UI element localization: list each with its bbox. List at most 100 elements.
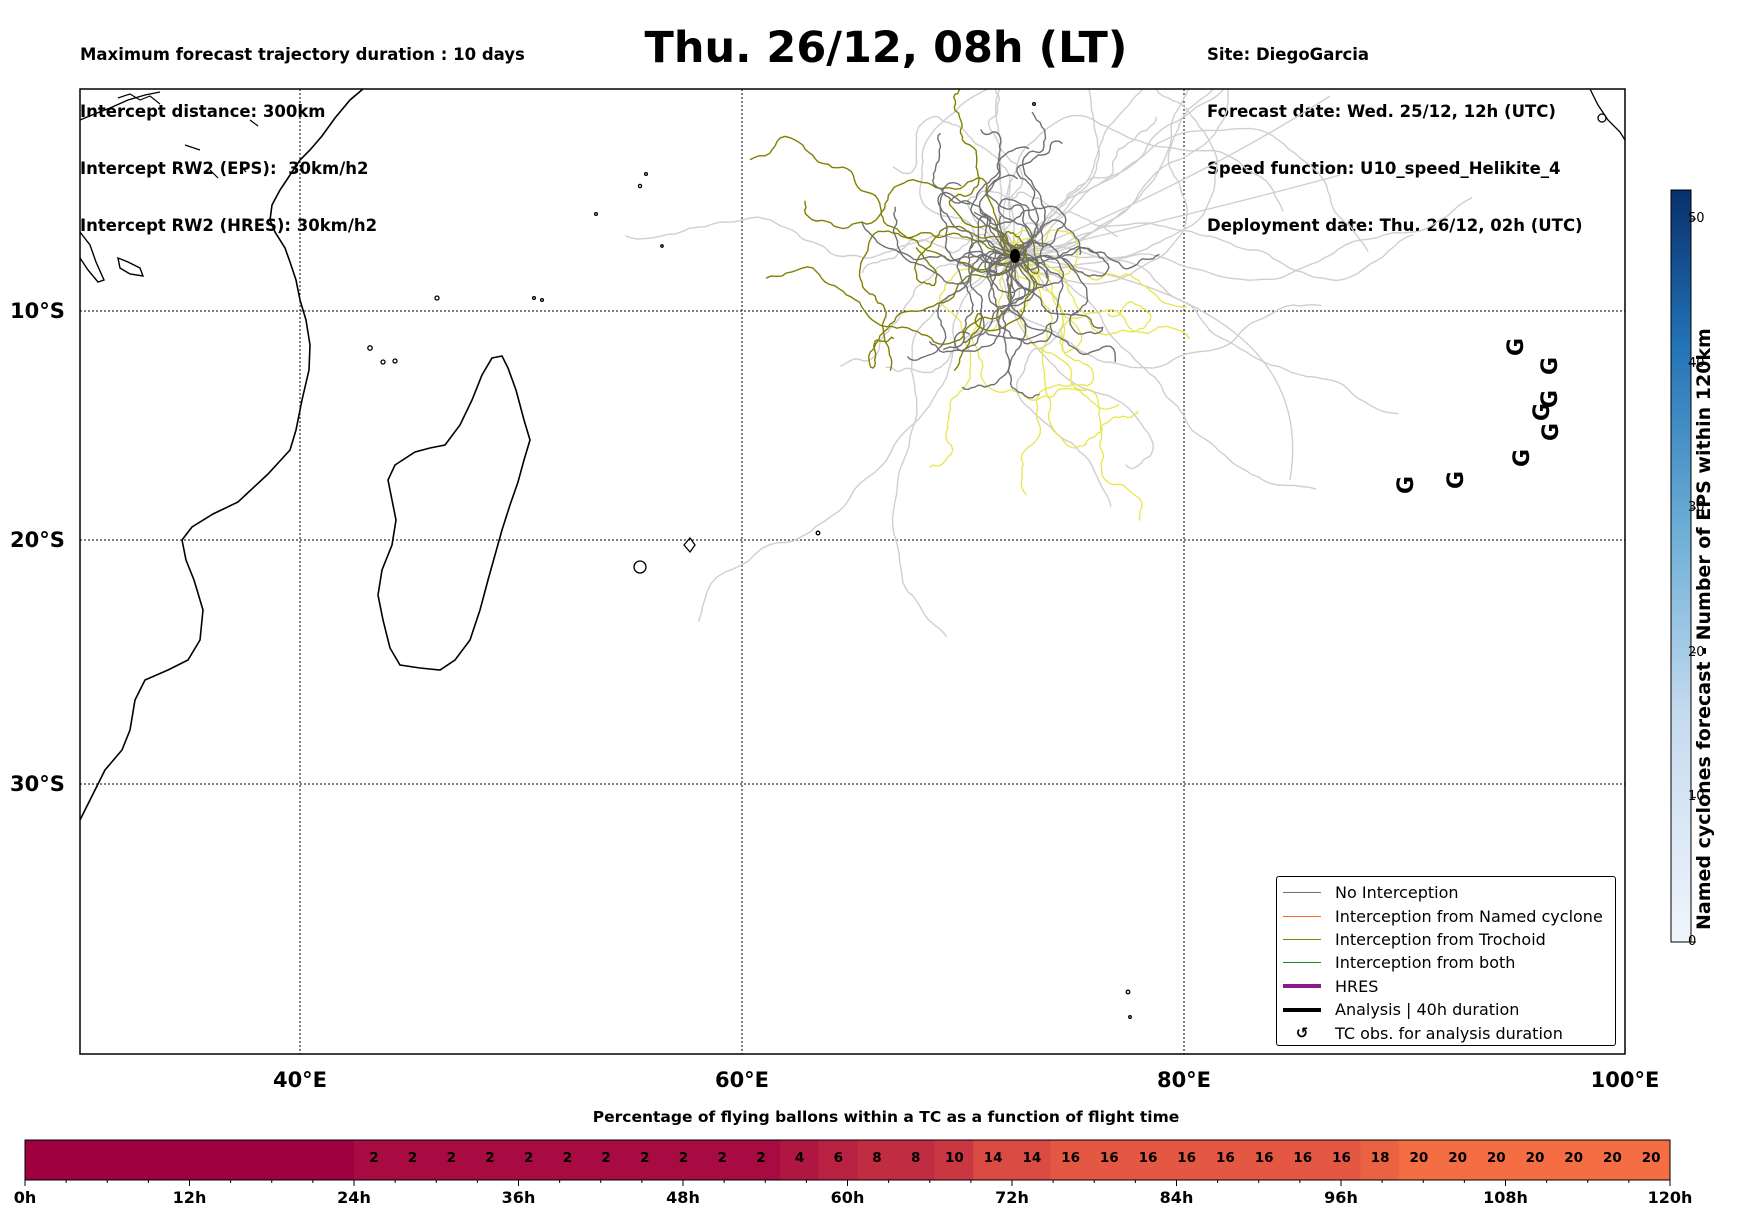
setting-rw2-eps: Intercept RW2 (EPS): 30km/h2 bbox=[80, 159, 369, 178]
timeline-percent-label: 14 bbox=[1022, 1150, 1042, 1166]
africa-coastline bbox=[80, 89, 364, 821]
legend-item-named-cyclone: Interception from Named cyclone bbox=[1283, 904, 1615, 927]
timeline-percent-label: 2 bbox=[717, 1150, 727, 1166]
legend: No Interception Interception from Named … bbox=[1276, 876, 1616, 1046]
timeline-percent-label: 6 bbox=[833, 1150, 843, 1166]
trajectory-line bbox=[803, 177, 1016, 257]
timeline-segment bbox=[547, 1140, 587, 1180]
timeline-percent-label: 20 bbox=[1409, 1150, 1429, 1166]
speed-function: Speed function: U10_speed_Helikite_4 bbox=[1207, 159, 1561, 178]
timeline-segment bbox=[392, 1140, 432, 1180]
timeline-percent-label: 8 bbox=[872, 1150, 882, 1166]
timeline-segment bbox=[1437, 1140, 1477, 1180]
colorbar bbox=[1670, 189, 1692, 943]
timeline-percent-label: 2 bbox=[369, 1150, 379, 1166]
timeline-segment bbox=[934, 1140, 974, 1180]
tc-symbol: G bbox=[1538, 357, 1563, 375]
setting-max-duration: Maximum forecast trajectory duration : 1… bbox=[80, 45, 525, 64]
timeline-percent-label: 16 bbox=[1099, 1150, 1119, 1166]
trajectory-line bbox=[1014, 255, 1143, 521]
legend-item-no-interception: No Interception bbox=[1283, 881, 1615, 904]
trajectory-line bbox=[1014, 255, 1191, 354]
timeline-percent-label: 4 bbox=[794, 1150, 805, 1166]
trajectory-line bbox=[1014, 239, 1104, 335]
trajectory-line bbox=[1014, 127, 1369, 257]
legend-item-both: Interception from both bbox=[1283, 951, 1615, 974]
timeline-segment bbox=[663, 1140, 703, 1180]
timeline-bar bbox=[24, 1139, 1671, 1181]
timeline-segment bbox=[741, 1140, 781, 1180]
trajectory-line bbox=[931, 132, 1016, 257]
legend-label: Analysis | 40h duration bbox=[1335, 1000, 1520, 1020]
trajectory-line bbox=[1014, 174, 1341, 257]
trajectory-line bbox=[1014, 245, 1110, 277]
forecast-settings-text: Maximum forecast trajectory duration : 1… bbox=[80, 7, 525, 254]
trajectory-line bbox=[1014, 254, 1399, 415]
timeline-segment bbox=[1631, 1140, 1671, 1180]
trajectory-line bbox=[967, 190, 1119, 257]
tc-symbol: G bbox=[1444, 471, 1469, 489]
timeline-segment bbox=[1360, 1140, 1400, 1180]
timeline-segment bbox=[702, 1140, 742, 1180]
timeline-segment bbox=[1244, 1140, 1284, 1180]
timeline-percent-label: 2 bbox=[485, 1150, 495, 1166]
map-frame bbox=[79, 88, 1626, 1055]
cyclone-symbol-icon: ↺ bbox=[1295, 1024, 1309, 1043]
lon-label-60e: 60°E bbox=[715, 1068, 769, 1092]
timeline-time-label: 24h bbox=[337, 1188, 371, 1207]
trajectory-line bbox=[1014, 255, 1095, 496]
legend-label: HRES bbox=[1335, 976, 1379, 996]
colorbar-tick-30: 30 bbox=[1688, 500, 1705, 515]
legend-label: Interception from both bbox=[1335, 953, 1516, 973]
tc-symbol: G bbox=[1504, 338, 1529, 356]
timeline-segment bbox=[354, 1140, 394, 1180]
tc-symbol: G bbox=[1538, 390, 1563, 408]
timeline-time-label: 84h bbox=[1159, 1188, 1194, 1207]
timeline-percent-label: 16 bbox=[1293, 1150, 1313, 1166]
site-marker bbox=[1010, 249, 1020, 263]
timeline-time-label: 108h bbox=[1483, 1188, 1528, 1207]
trajectory-line bbox=[948, 89, 1016, 257]
timeline-segment bbox=[508, 1140, 548, 1180]
tc-symbol: G bbox=[1530, 403, 1555, 421]
timeline-time-label: 60h bbox=[830, 1188, 865, 1207]
colorbar-tick-10: 10 bbox=[1688, 789, 1705, 804]
gridlines bbox=[80, 89, 1625, 1054]
trajectory-line bbox=[987, 215, 1026, 308]
trajectory-line bbox=[1006, 255, 1116, 363]
timeline-segment bbox=[1321, 1140, 1361, 1180]
legend-swatch bbox=[1283, 1007, 1321, 1012]
colorbar-tick-40: 40 bbox=[1688, 356, 1705, 371]
timeline-segment bbox=[1282, 1140, 1323, 1180]
timeline-percent-label: 20 bbox=[1448, 1150, 1467, 1166]
lat-label-30s: 30°S bbox=[10, 772, 65, 796]
timeline-segment bbox=[1050, 1140, 1090, 1180]
map-area: G G G G G G G G bbox=[80, 89, 1625, 1054]
colorbar-tick-50: 50 bbox=[1688, 211, 1705, 226]
timeline-segment bbox=[1128, 1140, 1168, 1180]
trajectory-line bbox=[928, 255, 1031, 354]
trajectory-line bbox=[988, 252, 1103, 329]
timeline-time-label: 0h bbox=[13, 1188, 37, 1207]
timeline-segment bbox=[586, 1140, 626, 1180]
timeline-percent-label: 20 bbox=[1602, 1150, 1622, 1166]
lon-label-40e: 40°E bbox=[273, 1068, 327, 1092]
legend-item-tc-obs: ↺ TC obs. for analysis duration bbox=[1283, 1021, 1615, 1044]
trajectory-line bbox=[971, 255, 1120, 410]
trajectory-line bbox=[953, 230, 1038, 372]
trajectory-line bbox=[1014, 89, 1219, 259]
timeline-segment bbox=[1399, 1140, 1439, 1180]
timeline-segment bbox=[25, 1140, 354, 1180]
trajectory-line bbox=[1014, 255, 1317, 490]
legend-item-hres: HRES bbox=[1283, 975, 1615, 998]
africa-horn-coast bbox=[80, 91, 161, 121]
trajectory-line bbox=[1003, 229, 1188, 308]
timeline-percent-label: 16 bbox=[1254, 1150, 1274, 1166]
timeline-percent-label: 2 bbox=[601, 1150, 611, 1166]
timeline-segment bbox=[1089, 1140, 1129, 1180]
timeline-segment bbox=[1476, 1140, 1516, 1180]
tc-symbol: G bbox=[1510, 449, 1535, 467]
timeline-percent-label: 2 bbox=[407, 1150, 418, 1166]
setting-rw2-hres: Intercept RW2 (HRES): 30km/h2 bbox=[80, 216, 378, 235]
